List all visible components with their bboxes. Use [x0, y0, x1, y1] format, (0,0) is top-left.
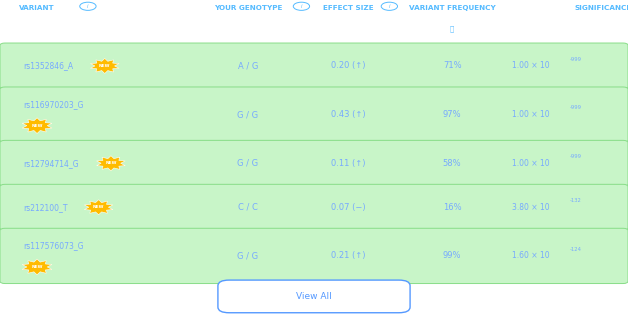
Text: NEW: NEW [99, 64, 111, 68]
Text: -124: -124 [570, 246, 582, 252]
Text: 0.20 (↑): 0.20 (↑) [332, 62, 365, 70]
Text: 99%: 99% [443, 252, 462, 260]
Text: 1.00 × 10: 1.00 × 10 [512, 110, 550, 119]
Text: 58%: 58% [443, 159, 462, 168]
Text: -999: -999 [570, 57, 582, 62]
Text: EFFECT SIZE: EFFECT SIZE [323, 5, 374, 11]
FancyBboxPatch shape [0, 228, 628, 284]
Text: G / G: G / G [237, 159, 259, 168]
FancyBboxPatch shape [0, 140, 628, 186]
Text: 0.21 (↑): 0.21 (↑) [332, 252, 365, 260]
Text: 1.60 × 10: 1.60 × 10 [512, 252, 550, 260]
Text: YOUR GENOTYPE: YOUR GENOTYPE [214, 5, 282, 11]
Text: -999: -999 [570, 154, 582, 159]
Polygon shape [22, 259, 52, 275]
Text: VARIANT FREQUENCY: VARIANT FREQUENCY [409, 5, 495, 11]
Text: 16%: 16% [443, 203, 462, 212]
Text: NEW: NEW [31, 124, 43, 128]
Text: i: i [87, 4, 89, 9]
Text: rs1352846_A: rs1352846_A [23, 62, 73, 70]
Text: 0.07 (−): 0.07 (−) [331, 203, 366, 212]
FancyBboxPatch shape [0, 43, 628, 89]
Text: i: i [389, 4, 390, 9]
Text: 71%: 71% [443, 62, 462, 70]
Text: View All: View All [296, 292, 332, 301]
Text: G / G: G / G [237, 252, 259, 260]
Polygon shape [97, 156, 125, 171]
Polygon shape [84, 200, 113, 215]
Text: C / C: C / C [238, 203, 258, 212]
Text: NEW: NEW [105, 161, 117, 165]
Text: -999: -999 [570, 105, 582, 110]
Text: ⓘ: ⓘ [450, 25, 454, 32]
Polygon shape [22, 118, 52, 133]
Text: 0.43 (↑): 0.43 (↑) [331, 110, 366, 119]
Text: rs212100_T: rs212100_T [23, 203, 68, 212]
FancyBboxPatch shape [218, 280, 410, 313]
Text: -132: -132 [570, 198, 582, 203]
Text: i: i [301, 4, 302, 9]
Text: rs117576073_G: rs117576073_G [23, 241, 84, 250]
Text: G / G: G / G [237, 110, 259, 119]
Text: 1.00 × 10: 1.00 × 10 [512, 62, 550, 70]
Text: NEW: NEW [31, 265, 43, 269]
Text: 1.00 × 10: 1.00 × 10 [512, 159, 550, 168]
Polygon shape [90, 58, 119, 73]
FancyBboxPatch shape [0, 87, 628, 142]
Text: VARIANT: VARIANT [19, 5, 55, 11]
Text: A / G: A / G [238, 62, 258, 70]
Text: 0.11 (↑): 0.11 (↑) [332, 159, 365, 168]
Text: NEW: NEW [93, 205, 104, 209]
Text: 3.80 × 10: 3.80 × 10 [512, 203, 550, 212]
Text: 97%: 97% [443, 110, 462, 119]
Text: rs116970203_G: rs116970203_G [23, 100, 84, 109]
Text: rs12794714_G: rs12794714_G [23, 159, 79, 168]
Text: SIGNIFICANCE: SIGNIFICANCE [574, 5, 628, 11]
FancyBboxPatch shape [0, 184, 628, 230]
